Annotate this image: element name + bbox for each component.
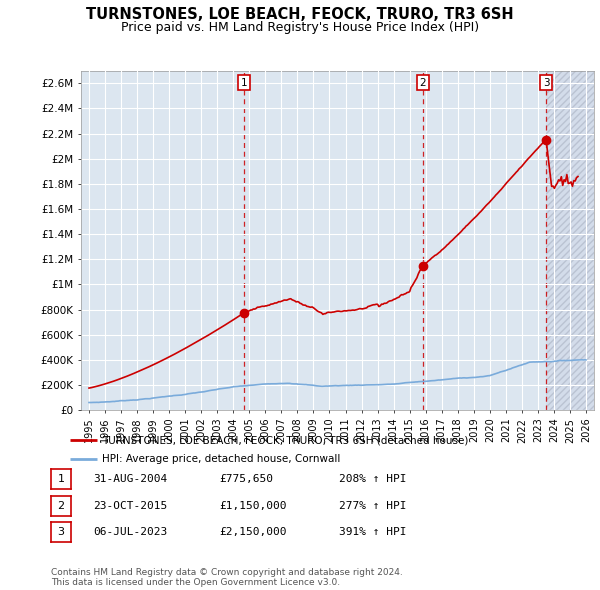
Text: Price paid vs. HM Land Registry's House Price Index (HPI): Price paid vs. HM Land Registry's House … <box>121 21 479 34</box>
Text: HPI: Average price, detached house, Cornwall: HPI: Average price, detached house, Corn… <box>102 454 340 464</box>
Text: 1: 1 <box>241 78 247 88</box>
Text: 3: 3 <box>58 527 64 537</box>
Text: 1: 1 <box>58 474 64 484</box>
Text: 391% ↑ HPI: 391% ↑ HPI <box>339 527 407 537</box>
Text: 23-OCT-2015: 23-OCT-2015 <box>93 501 167 510</box>
Text: 2: 2 <box>419 78 426 88</box>
Text: £1,150,000: £1,150,000 <box>219 501 287 510</box>
Text: £775,650: £775,650 <box>219 474 273 484</box>
Polygon shape <box>546 71 594 410</box>
Text: 277% ↑ HPI: 277% ↑ HPI <box>339 501 407 510</box>
Text: TURNSTONES, LOE BEACH, FEOCK, TRURO, TR3 6SH: TURNSTONES, LOE BEACH, FEOCK, TRURO, TR3… <box>86 7 514 22</box>
Text: 208% ↑ HPI: 208% ↑ HPI <box>339 474 407 484</box>
Text: 06-JUL-2023: 06-JUL-2023 <box>93 527 167 537</box>
Text: 3: 3 <box>543 78 550 88</box>
Text: £2,150,000: £2,150,000 <box>219 527 287 537</box>
Text: TURNSTONES, LOE BEACH, FEOCK, TRURO, TR3 6SH (detached house): TURNSTONES, LOE BEACH, FEOCK, TRURO, TR3… <box>102 435 468 445</box>
Text: 31-AUG-2004: 31-AUG-2004 <box>93 474 167 484</box>
Text: Contains HM Land Registry data © Crown copyright and database right 2024.
This d: Contains HM Land Registry data © Crown c… <box>51 568 403 587</box>
Text: 2: 2 <box>58 501 64 510</box>
